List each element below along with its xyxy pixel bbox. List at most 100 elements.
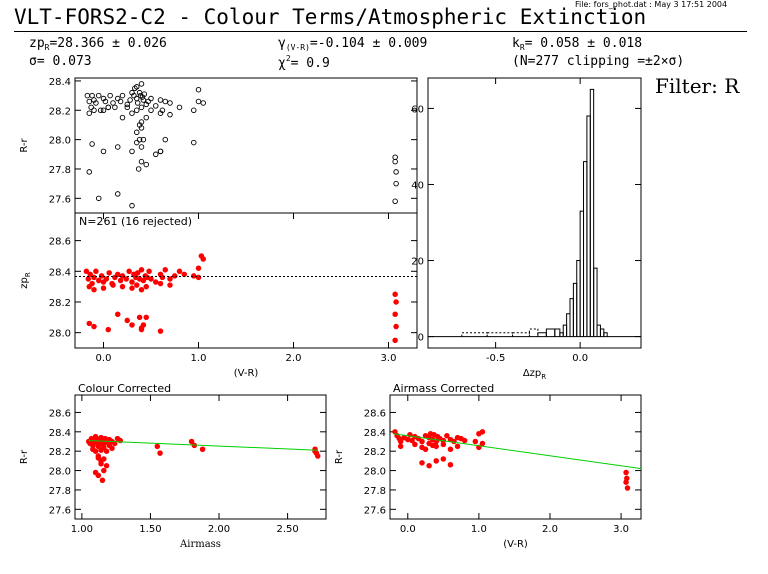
residual_histogram-bar <box>512 332 530 337</box>
airmass_corrected-point <box>479 440 486 447</box>
zp_vs_colour-point <box>100 285 107 291</box>
zp_vs_colour-point <box>159 274 166 281</box>
zp_vs_colour-point <box>136 314 143 321</box>
airmass_corrected-point <box>444 432 450 439</box>
airmass_corrected-point <box>451 438 457 445</box>
zp_vs_colour-point <box>181 271 187 278</box>
airmass_corrected-point <box>412 441 418 448</box>
raw_vs_colour-point <box>100 148 107 155</box>
colour_corrected-fit-line <box>88 440 318 451</box>
zp_vs_colour-point <box>103 276 110 282</box>
raw_vs_colour-point <box>152 103 159 109</box>
zp_vs_colour-point <box>95 277 102 284</box>
raw_vs_colour-point <box>138 125 145 131</box>
residual_histogram-bar <box>566 313 571 337</box>
zp_vs_colour-ytick-label: 28.6 <box>49 237 71 248</box>
colour_corrected-point <box>154 443 161 450</box>
raw_vs_colour-point <box>190 139 197 146</box>
raw_vs_colour-point <box>162 136 168 143</box>
raw_vs_colour-point <box>145 98 151 105</box>
airmass_corrected-point <box>397 438 404 445</box>
zp_vs_colour-point <box>190 273 197 279</box>
zp_vs_colour-point <box>119 273 126 279</box>
colour_corrected-ytick-label: 27.8 <box>49 486 71 497</box>
raw_vs_colour-point <box>135 166 142 172</box>
raw_vs_colour-point <box>129 110 135 116</box>
raw_vs_colour-point <box>393 169 399 175</box>
zp_vs_colour-point <box>167 276 173 282</box>
raw_vs_colour-point <box>84 92 91 99</box>
residual_histogram-bar <box>572 282 578 337</box>
airmass_corrected-ytick-label: 28.0 <box>364 467 386 478</box>
residual_histogram-bar <box>583 161 588 337</box>
raw_vs_colour-point <box>143 114 149 121</box>
raw_vs_colour-point <box>93 100 99 106</box>
raw_vs_colour-point <box>157 148 164 155</box>
raw_vs_colour-point <box>86 169 92 175</box>
residual_histogram-bar <box>528 328 539 337</box>
colour_corrected-point <box>101 456 107 462</box>
residual_histogram-bar <box>569 298 574 337</box>
raw_vs_colour-point <box>167 111 173 118</box>
zp_vs_colour-xtick-label: 0.0 <box>96 353 112 364</box>
raw_vs_colour-point <box>140 97 147 103</box>
residual_histogram-bar <box>579 210 585 337</box>
raw_vs_colour-point <box>117 98 124 105</box>
zp_vs_colour-point <box>167 282 173 288</box>
raw_vs_colour-point <box>138 104 145 111</box>
colour_corrected-point <box>103 448 110 454</box>
airmass_corrected-ytick-label: 28.4 <box>364 428 386 439</box>
residual_histogram-xtick-label: 0.0 <box>572 353 588 364</box>
airmass_corrected-point <box>409 437 415 444</box>
zp_vs_colour-point <box>392 311 398 318</box>
raw_vs_colour-point <box>136 89 143 96</box>
airmass_corrected-point <box>419 438 425 445</box>
residual_histogram-bar <box>596 324 601 337</box>
airmass_corrected-point <box>440 456 447 462</box>
airmass_corrected-xlabel: (V-R) <box>503 539 528 550</box>
zp_vs_colour-point <box>393 323 399 330</box>
zp_vs_colour-point <box>129 285 135 291</box>
zp_vs_colour-point <box>114 311 121 318</box>
zp_vs_colour-point <box>138 326 145 333</box>
chi2-stat: χ2= 0.9 <box>278 54 330 71</box>
zp_vs_colour-ytick-label: 28.2 <box>49 298 71 309</box>
residual_histogram-bar <box>545 328 556 337</box>
colour_corrected-point <box>199 446 206 453</box>
colour_corrected-point <box>92 448 99 454</box>
colour_corrected-frame <box>74 394 327 520</box>
raw_vs_colour-point <box>100 107 107 114</box>
raw_vs_colour-point <box>129 148 135 155</box>
zp_vs_colour-point <box>91 274 97 281</box>
raw_vs_colour-point <box>136 136 143 143</box>
raw_vs_colour-point <box>110 100 116 106</box>
raw_vs_colour-point <box>138 119 145 125</box>
raw_vs_colour-point <box>143 161 149 168</box>
raw_vs_colour-point <box>133 107 140 114</box>
zp_vs_colour-point <box>176 268 183 275</box>
raw_vs_colour-point <box>105 104 111 111</box>
zp_vs_colour-point <box>140 322 147 328</box>
colour_corrected-xtick-label: 1.50 <box>139 524 161 535</box>
raw_vs_colour-point <box>124 104 130 111</box>
raw_vs_colour-point <box>107 92 113 99</box>
residual_histogram-ytick-label: 0 <box>418 333 424 344</box>
airmass_corrected-point <box>433 443 439 450</box>
raw_vs_colour-point <box>200 100 206 106</box>
colour_corrected-point <box>188 438 195 445</box>
raw_vs_colour-panel <box>74 77 418 214</box>
raw_vs_colour-point <box>114 144 121 150</box>
airmass_corrected-point <box>624 485 631 491</box>
zp_vs_colour-point <box>123 276 130 282</box>
zp_vs_colour-point <box>198 253 205 259</box>
raw_vs_colour-point <box>131 92 137 99</box>
raw_vs_colour-point <box>86 98 92 105</box>
raw_vs_colour-point <box>152 151 159 158</box>
raw_vs_colour-point <box>95 195 102 202</box>
raw_vs_colour-point <box>133 139 140 146</box>
airmass_corrected-point <box>472 438 479 445</box>
zp_vs_colour-point <box>392 291 398 298</box>
zp_vs_colour-point <box>126 268 132 275</box>
airmass_corrected-point <box>447 462 454 468</box>
